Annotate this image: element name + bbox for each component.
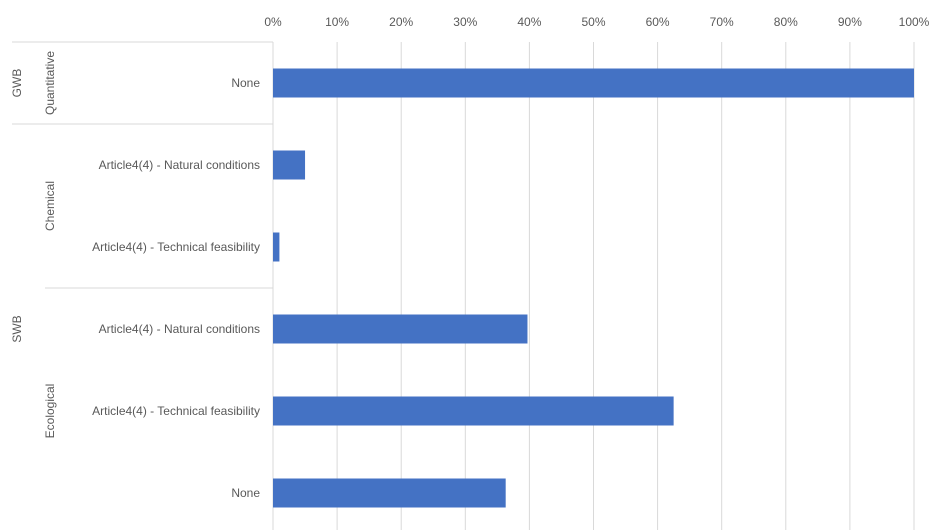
x-tick-label: 80% xyxy=(774,15,798,29)
group-dividers xyxy=(12,41,273,289)
bar xyxy=(273,68,914,98)
subgroup-labels: Quantitative Chemical Ecological xyxy=(43,51,57,439)
bars xyxy=(273,68,914,508)
x-tick-label: 0% xyxy=(264,15,282,29)
category-label: Article4(4) - Technical feasibility xyxy=(92,240,260,254)
bar xyxy=(273,232,280,262)
group-labels: GWB SWB xyxy=(10,69,24,343)
bar xyxy=(273,150,306,180)
subgroup-label: Quantitative xyxy=(43,51,57,115)
category-label: None xyxy=(231,76,260,90)
x-tick-label: 60% xyxy=(646,15,670,29)
x-tick-label: 90% xyxy=(838,15,862,29)
bar xyxy=(273,396,674,426)
group-label: SWB xyxy=(10,315,24,342)
subgroup-label: Chemical xyxy=(43,181,57,231)
bar xyxy=(273,478,506,508)
gridlines xyxy=(272,42,915,530)
x-tick-label: 30% xyxy=(453,15,477,29)
category-label: Article4(4) - Technical feasibility xyxy=(92,404,260,418)
subgroup-label: Ecological xyxy=(43,384,57,439)
category-labels: None Article4(4) - Natural conditions Arti… xyxy=(92,76,260,500)
x-tick-label: 20% xyxy=(389,15,413,29)
category-label: None xyxy=(231,486,260,500)
x-tick-label: 100% xyxy=(899,15,930,29)
bar xyxy=(273,314,528,344)
category-label: Article4(4) - Natural conditions xyxy=(99,322,260,336)
x-tick-label: 10% xyxy=(325,15,349,29)
x-tick-label: 70% xyxy=(710,15,734,29)
category-label: Article4(4) - Natural conditions xyxy=(99,158,260,172)
x-tick-label: 40% xyxy=(517,15,541,29)
x-tick-label: 50% xyxy=(581,15,605,29)
group-label: GWB xyxy=(10,69,24,98)
x-axis-tick-labels: 0% 10% 20% 30% 40% 50% 60% 70% 80% 90% 100% xyxy=(264,15,929,29)
